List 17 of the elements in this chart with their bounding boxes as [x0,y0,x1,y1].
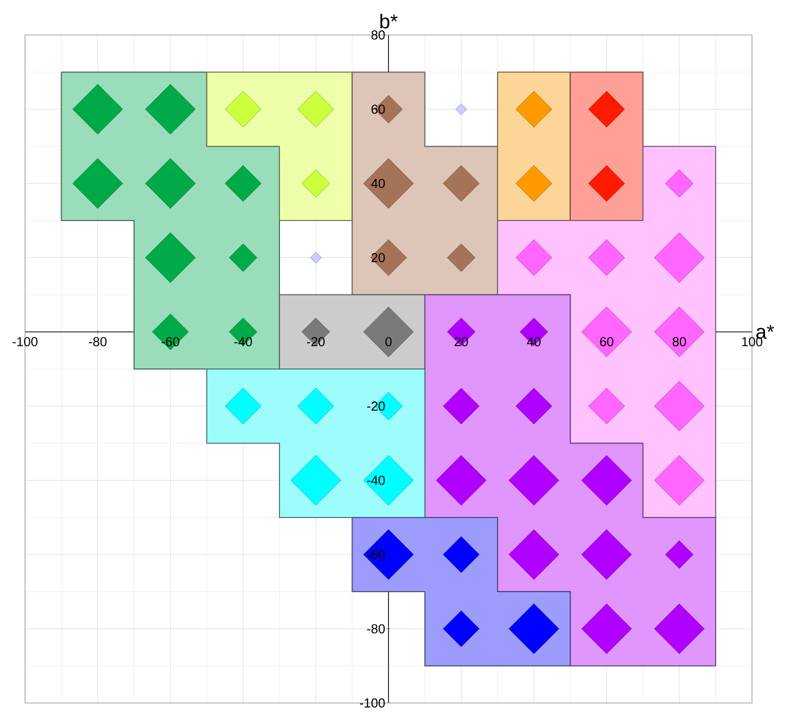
y-tick-label: -100 [360,698,385,708]
y-axis-title: b* [380,14,398,28]
y-tick-label: -60 [367,550,385,560]
x-tick-label: 80 [672,337,686,346]
y-tick-label: -80 [367,624,385,634]
x-tick-label: -100 [12,337,38,346]
x-tick-label: 60 [600,337,614,346]
x-tick-label: -20 [307,337,325,346]
x-tick-label: -60 [162,337,180,346]
x-tick-label: -80 [88,337,107,346]
x-tick-label: 0 [385,337,392,346]
x-tick-label: 100 [742,337,762,346]
y-tick-label: -40 [367,476,385,485]
x-axis-title: a* [756,324,774,339]
y-tick-label: 80 [371,30,385,40]
y-tick-label: 40 [371,178,385,188]
y-tick-label: 20 [372,253,385,262]
